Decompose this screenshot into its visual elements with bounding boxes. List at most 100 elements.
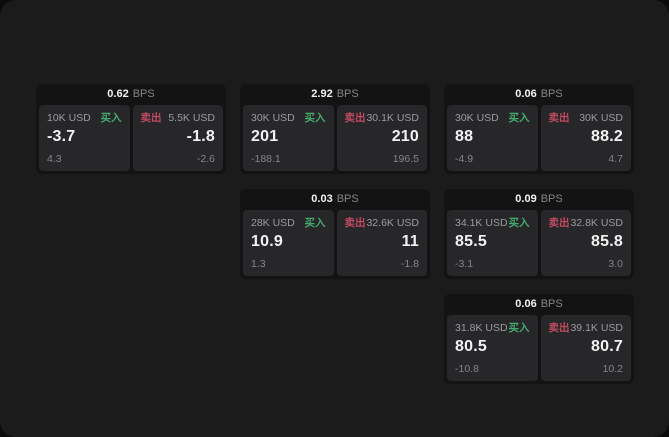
bps-value: 2.92 bbox=[311, 88, 333, 100]
bps-unit-label: BPS bbox=[540, 193, 563, 205]
sell-delta: 196.5 bbox=[392, 152, 419, 165]
bps-unit-label: BPS bbox=[540, 298, 563, 310]
buy-tag: 买入 bbox=[304, 112, 326, 124]
sell-tag: 卖出 bbox=[548, 112, 570, 124]
buy-size-label: 28K USD bbox=[251, 217, 295, 229]
buy-price: 88 bbox=[455, 127, 474, 145]
buy-size-label: 30K USD bbox=[251, 112, 295, 124]
sell-delta: -1.8 bbox=[400, 257, 419, 270]
sell-size-label: 30K USD bbox=[579, 112, 623, 124]
bps-unit-label: BPS bbox=[336, 193, 359, 205]
sell-tile-header: 卖出 32.8K USD bbox=[549, 218, 624, 229]
sell-tile-header: 卖出 32.6K USD bbox=[345, 218, 420, 229]
buy-tile-header: 28K USD 买入 bbox=[251, 218, 326, 229]
bps-unit-label: BPS bbox=[132, 88, 155, 100]
sell-quote-tile[interactable]: 卖出 39.1K USD 80.7 10.2 bbox=[540, 315, 631, 381]
card-header: 0.62 BPS bbox=[36, 84, 226, 105]
buy-price: 10.9 bbox=[251, 232, 283, 250]
price-card: 2.92 BPS 30K USD 买入 201 -188.1 卖出 30.1K … bbox=[240, 84, 430, 174]
buy-delta: -188.1 bbox=[251, 152, 281, 165]
quote-tiles: 34.1K USD 买入 85.5 -3.1 卖出 32.8K USD 85.8… bbox=[444, 210, 634, 279]
buy-size-label: 30K USD bbox=[455, 112, 499, 124]
sell-quote-tile[interactable]: 卖出 30K USD 88.2 4.7 bbox=[540, 105, 631, 171]
buy-quote-tile[interactable]: 30K USD 买入 201 -188.1 bbox=[243, 105, 334, 171]
sell-delta: 3.0 bbox=[608, 257, 623, 270]
buy-delta: 1.3 bbox=[251, 257, 266, 270]
buy-quote-tile[interactable]: 30K USD 买入 88 -4.9 bbox=[447, 105, 538, 171]
sell-tile-header: 卖出 39.1K USD bbox=[549, 323, 624, 334]
buy-tile-header: 30K USD 买入 bbox=[251, 113, 326, 124]
price-card: 0.06 BPS 30K USD 买入 88 -4.9 卖出 30K USD 8… bbox=[444, 84, 634, 174]
quote-tiles: 30K USD 买入 201 -188.1 卖出 30.1K USD 210 1… bbox=[240, 105, 430, 174]
card-header: 2.92 BPS bbox=[240, 84, 430, 105]
sell-tile-header: 卖出 30.1K USD bbox=[345, 113, 420, 124]
buy-price: -3.7 bbox=[47, 127, 76, 145]
sell-quote-tile[interactable]: 卖出 32.8K USD 85.8 3.0 bbox=[540, 210, 631, 276]
price-card: 0.06 BPS 31.8K USD 买入 80.5 -10.8 卖出 39.1… bbox=[444, 294, 634, 384]
sell-quote-tile[interactable]: 卖出 32.6K USD 11 -1.8 bbox=[336, 210, 427, 276]
sell-price: -1.8 bbox=[186, 127, 215, 145]
sell-price: 85.8 bbox=[591, 232, 623, 250]
bps-value: 0.06 bbox=[515, 88, 537, 100]
sell-price: 88.2 bbox=[591, 127, 623, 145]
cards-grid: 0.62 BPS 10K USD 买入 -3.7 4.3 卖出 5.5K USD… bbox=[36, 84, 634, 384]
sell-price: 11 bbox=[401, 232, 419, 250]
buy-size-label: 31.8K USD bbox=[455, 322, 508, 334]
quote-tiles: 28K USD 买入 10.9 1.3 卖出 32.6K USD 11 -1.8 bbox=[240, 210, 430, 279]
sell-tile-header: 卖出 30K USD bbox=[549, 113, 624, 124]
sell-delta: -2.6 bbox=[196, 152, 215, 165]
sell-delta: 10.2 bbox=[602, 362, 623, 375]
buy-size-label: 10K USD bbox=[47, 112, 91, 124]
price-card: 0.09 BPS 34.1K USD 买入 85.5 -3.1 卖出 32.8K… bbox=[444, 189, 634, 279]
bps-unit-label: BPS bbox=[336, 88, 359, 100]
sell-quote-tile[interactable]: 卖出 5.5K USD -1.8 -2.6 bbox=[132, 105, 223, 171]
sell-quote-tile[interactable]: 卖出 30.1K USD 210 196.5 bbox=[336, 105, 427, 171]
sell-size-label: 39.1K USD bbox=[570, 322, 623, 334]
buy-quote-tile[interactable]: 31.8K USD 买入 80.5 -10.8 bbox=[447, 315, 538, 381]
sell-tag: 卖出 bbox=[548, 322, 570, 334]
card-header: 0.09 BPS bbox=[444, 189, 634, 210]
sell-tag: 卖出 bbox=[548, 217, 570, 229]
sell-size-label: 32.6K USD bbox=[366, 217, 419, 229]
buy-tag: 买入 bbox=[304, 217, 326, 229]
sell-delta: 4.7 bbox=[608, 152, 623, 165]
buy-delta: 4.3 bbox=[47, 152, 62, 165]
buy-tag: 买入 bbox=[508, 112, 530, 124]
sell-size-label: 5.5K USD bbox=[168, 112, 215, 124]
buy-quote-tile[interactable]: 10K USD 买入 -3.7 4.3 bbox=[39, 105, 130, 171]
buy-delta: -10.8 bbox=[455, 362, 479, 375]
sell-tile-header: 卖出 5.5K USD bbox=[141, 113, 216, 124]
quote-tiles: 30K USD 买入 88 -4.9 卖出 30K USD 88.2 4.7 bbox=[444, 105, 634, 174]
quote-tiles: 31.8K USD 买入 80.5 -10.8 卖出 39.1K USD 80.… bbox=[444, 315, 634, 384]
bps-value: 0.09 bbox=[515, 193, 537, 205]
sell-tag: 卖出 bbox=[344, 112, 366, 124]
buy-tile-header: 34.1K USD 买入 bbox=[455, 218, 530, 229]
card-header: 0.06 BPS bbox=[444, 84, 634, 105]
buy-tag: 买入 bbox=[508, 322, 530, 334]
buy-tile-header: 31.8K USD 买入 bbox=[455, 323, 530, 334]
buy-price: 201 bbox=[251, 127, 279, 145]
sell-size-label: 30.1K USD bbox=[366, 112, 419, 124]
buy-delta: -3.1 bbox=[455, 257, 474, 270]
buy-tile-header: 30K USD 买入 bbox=[455, 113, 530, 124]
buy-tile-header: 10K USD 买入 bbox=[47, 113, 122, 124]
buy-quote-tile[interactable]: 34.1K USD 买入 85.5 -3.1 bbox=[447, 210, 538, 276]
buy-tag: 买入 bbox=[100, 112, 122, 124]
card-header: 0.06 BPS bbox=[444, 294, 634, 315]
sell-price: 80.7 bbox=[591, 337, 623, 355]
sell-tag: 卖出 bbox=[140, 112, 162, 124]
sell-price: 210 bbox=[391, 127, 419, 145]
bps-value: 0.62 bbox=[107, 88, 129, 100]
bps-value: 0.03 bbox=[311, 193, 333, 205]
bps-unit-label: BPS bbox=[540, 88, 563, 100]
bps-value: 0.06 bbox=[515, 298, 537, 310]
card-header: 0.03 BPS bbox=[240, 189, 430, 210]
buy-tag: 买入 bbox=[508, 217, 530, 229]
buy-price: 85.5 bbox=[455, 232, 487, 250]
price-card: 0.62 BPS 10K USD 买入 -3.7 4.3 卖出 5.5K USD… bbox=[36, 84, 226, 174]
buy-quote-tile[interactable]: 28K USD 买入 10.9 1.3 bbox=[243, 210, 334, 276]
sell-tag: 卖出 bbox=[344, 217, 366, 229]
sell-size-label: 32.8K USD bbox=[570, 217, 623, 229]
buy-delta: -4.9 bbox=[455, 152, 474, 165]
